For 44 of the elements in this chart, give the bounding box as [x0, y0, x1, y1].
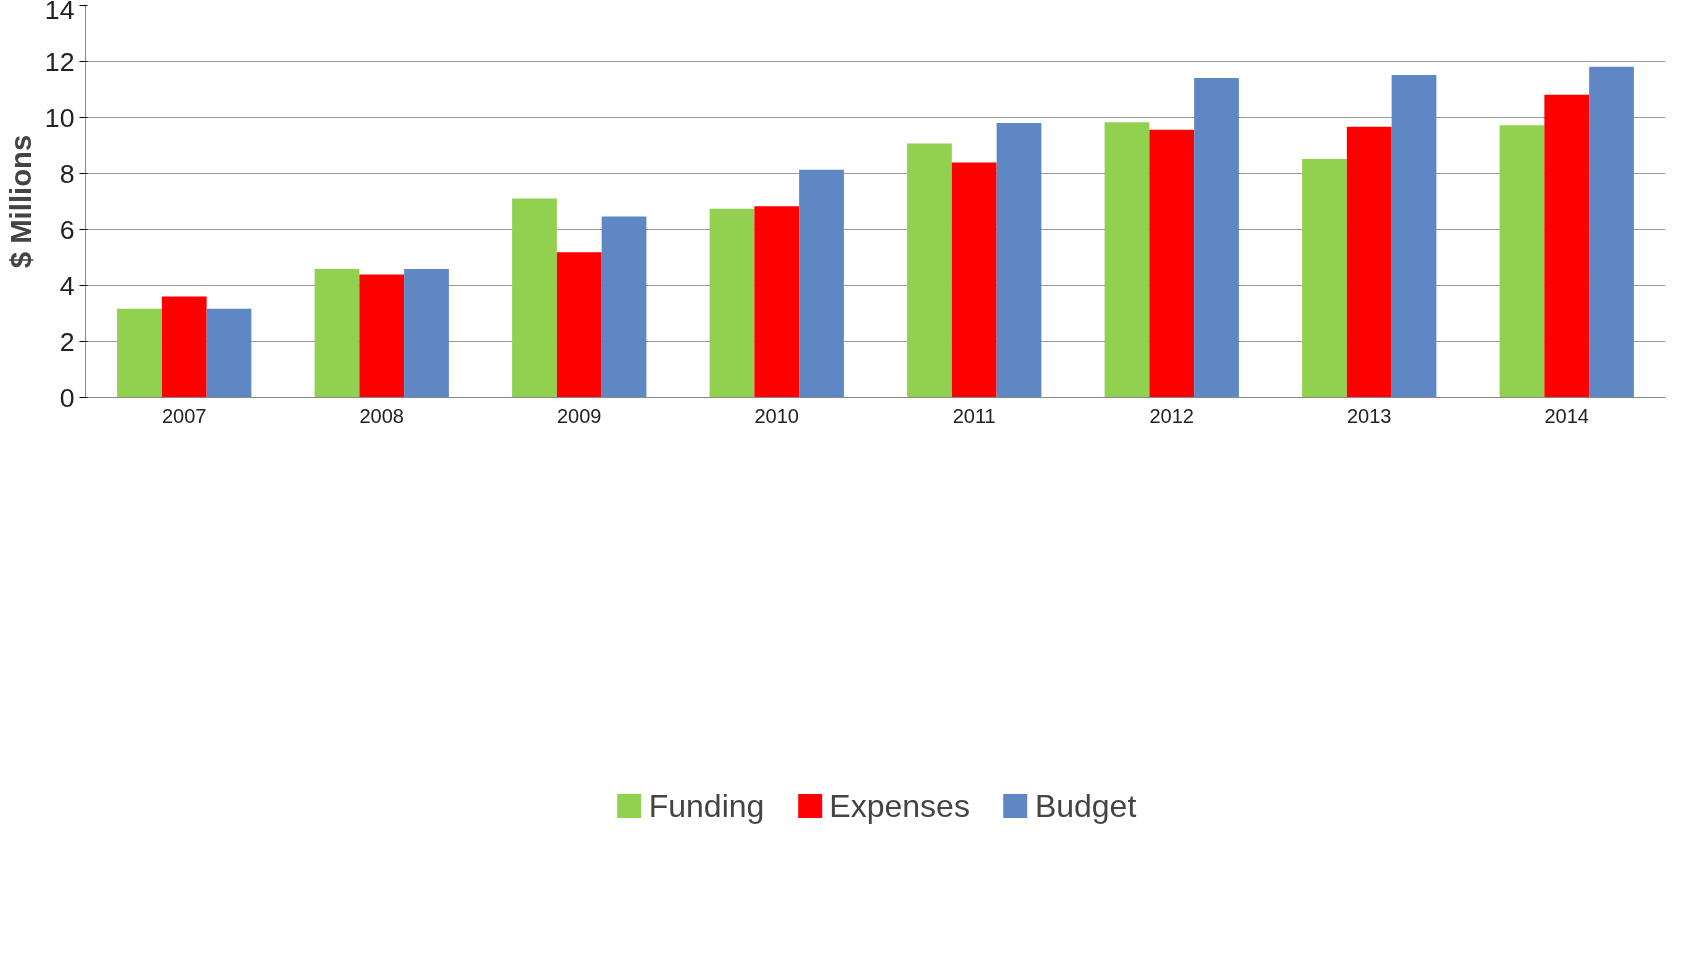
bar — [601, 216, 647, 398]
bar — [1589, 66, 1634, 398]
bar — [1104, 122, 1150, 398]
bar — [996, 123, 1042, 398]
bar — [1302, 158, 1347, 398]
bar — [359, 274, 405, 398]
bar — [1499, 125, 1545, 398]
y-tick-label: 4 — [59, 270, 75, 301]
bar — [1544, 94, 1590, 398]
legend-label: Budget — [1034, 787, 1137, 825]
y-tick-label: 10 — [44, 102, 75, 133]
x-tick-label: 2010 — [754, 404, 799, 427]
x-tick-label: 2013 — [1347, 404, 1392, 427]
bar — [117, 308, 162, 398]
x-tick-label: 2008 — [359, 404, 404, 427]
bar — [161, 296, 207, 398]
bar — [1194, 78, 1239, 398]
y-tick-label: 2 — [59, 326, 75, 357]
legend-label: Expenses — [829, 787, 970, 825]
x-tick-label: 2009 — [557, 404, 602, 427]
bar — [907, 143, 952, 398]
legend-label: Funding — [648, 787, 765, 825]
bar — [709, 208, 755, 398]
bar — [799, 169, 844, 398]
x-tick-label: 2007 — [162, 404, 207, 427]
y-axis-title: $ Millions — [3, 134, 37, 269]
y-tick-label: 12 — [44, 46, 75, 77]
y-tick-label: 8 — [59, 158, 75, 189]
bar — [556, 252, 602, 398]
x-tick-label: 2011 — [952, 404, 996, 427]
bar — [314, 268, 360, 398]
bar — [1391, 74, 1437, 398]
bar — [206, 308, 252, 398]
bar — [951, 162, 997, 398]
bar — [1149, 129, 1195, 398]
y-tick-label: 14 — [44, 0, 75, 25]
y-tick-label: 6 — [59, 214, 75, 245]
bar — [512, 198, 557, 398]
y-tick-label: 0 — [59, 382, 75, 413]
bar — [754, 206, 800, 398]
x-tick-label: 2014 — [1544, 404, 1589, 427]
x-tick-label: 2012 — [1149, 404, 1194, 427]
bar — [404, 268, 449, 398]
bar — [1346, 126, 1392, 398]
